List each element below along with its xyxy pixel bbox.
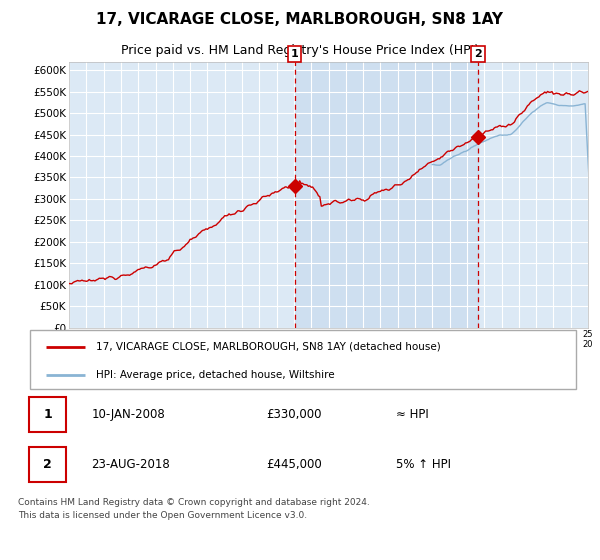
Text: £330,000: £330,000 [266,408,322,421]
Text: 5% ↑ HPI: 5% ↑ HPI [396,458,451,471]
Text: 1: 1 [291,49,298,59]
Text: 1: 1 [43,408,52,421]
FancyBboxPatch shape [29,447,66,482]
Text: HPI: Average price, detached house, Wiltshire: HPI: Average price, detached house, Wilt… [95,370,334,380]
Text: 2: 2 [474,49,482,59]
Text: ≈ HPI: ≈ HPI [396,408,428,421]
Text: 17, VICARAGE CLOSE, MARLBOROUGH, SN8 1AY (detached house): 17, VICARAGE CLOSE, MARLBOROUGH, SN8 1AY… [95,342,440,352]
Text: Contains HM Land Registry data © Crown copyright and database right 2024.
This d: Contains HM Land Registry data © Crown c… [18,498,370,520]
Text: Price paid vs. HM Land Registry's House Price Index (HPI): Price paid vs. HM Land Registry's House … [121,44,479,57]
Bar [295,62,478,328]
Text: £445,000: £445,000 [266,458,322,471]
Text: 23-AUG-2018: 23-AUG-2018 [91,458,170,471]
FancyBboxPatch shape [29,397,66,432]
FancyBboxPatch shape [30,330,576,389]
Text: 2: 2 [43,458,52,471]
Text: 17, VICARAGE CLOSE, MARLBOROUGH, SN8 1AY: 17, VICARAGE CLOSE, MARLBOROUGH, SN8 1AY [97,12,503,27]
Text: 10-JAN-2008: 10-JAN-2008 [91,408,165,421]
